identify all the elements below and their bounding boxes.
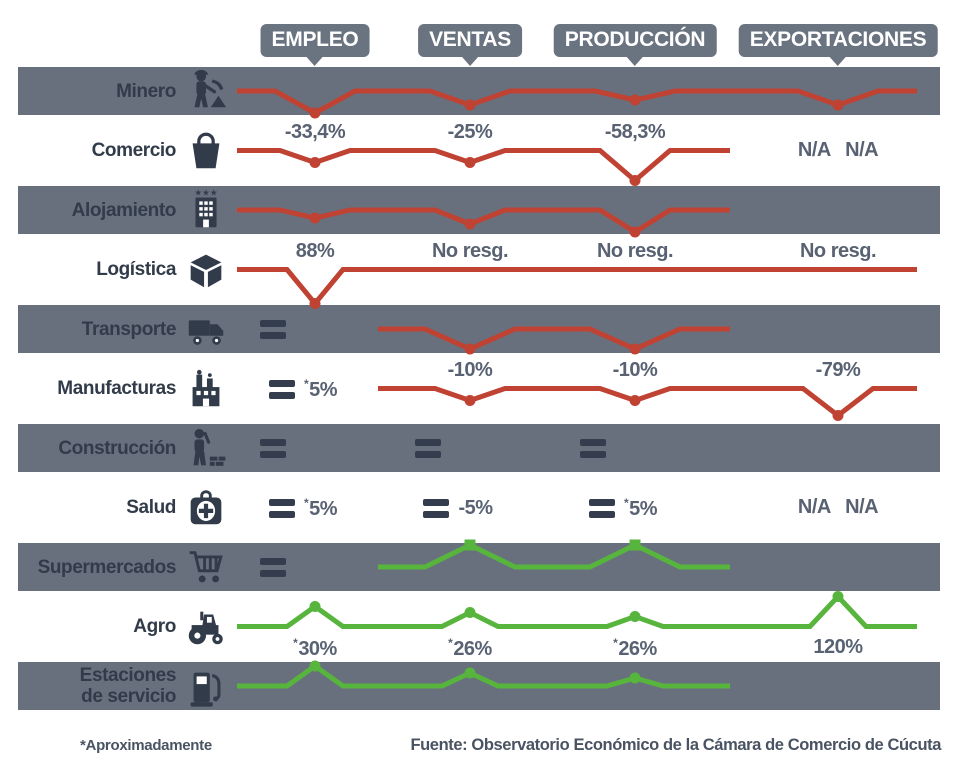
equals-sign [415,438,441,458]
value-manufacturas-produccion: -10% [612,359,658,381]
cell-salud-ventas: -5% [383,494,533,522]
sector-label-supermercados: Supermercados [37,557,177,578]
equals-sign [580,438,606,458]
value-agro-produccion: *26% [613,636,657,660]
shopping-cart-icon [183,544,229,590]
data-point-agro [832,591,844,602]
sector-label-logistica: Logística [96,259,176,280]
band-construccion [18,424,940,472]
value-agro-ventas: *26% [448,636,492,660]
value-label: *5% [303,495,338,520]
trend-line-logistica [237,267,917,308]
data-point-agro [309,601,321,612]
sector-label-transporte: Transporte [81,319,177,340]
cell-construccion-produccion [518,434,668,462]
value-label: *5% [303,376,338,401]
sector-label-comercio: Comercio [91,140,177,161]
cell-supermercados-empleo [198,553,348,581]
cell-construccion-empleo [198,434,348,462]
value-salud-exportaciones: N/A N/A [797,496,879,518]
cell-salud-produccion: *5% [548,494,698,522]
sector-label-construccion: Construcción [58,438,176,459]
column-header-produccion: PRODUCCIÓN [553,24,717,57]
equals-sign [423,498,450,518]
cell-manufacturas-empleo: *5% [228,375,378,403]
sector-label-manufacturas: Manufacturas [57,378,176,399]
column-header-empleo: EMPLEO [260,24,370,57]
factory-icon [183,366,229,412]
data-point-manufacturas [464,395,476,406]
data-point-agro [464,607,476,618]
cell-transporte-empleo [198,315,348,343]
equals-sign [268,498,295,518]
value-comercio-empleo: -33,4% [284,121,346,143]
column-header-ventas: VENTAS [418,24,522,57]
shopping-bag-icon [183,128,229,174]
value-logistica-exportaciones: No resg. [799,240,877,262]
equals-sign [268,379,295,399]
miner-icon [183,68,229,114]
sector-label-minero: Minero [116,81,176,102]
truck-icon [183,306,229,352]
data-point-comercio [309,157,321,168]
hotel-icon: ★★★ [183,187,229,233]
svg-text:★★★: ★★★ [194,188,217,198]
cell-salud-empleo: *5% [228,494,378,522]
equals-sign [260,557,286,577]
trend-line-manufacturas [378,386,917,419]
data-point-comercio [629,175,641,186]
data-point-manufacturas [832,410,844,421]
value-comercio-ventas: -25% [447,121,493,143]
value-manufacturas-exportaciones: -79% [815,359,861,381]
sector-label-alojamiento: Alojamiento [71,200,177,221]
construction-worker-icon [183,425,229,471]
value-agro-empleo: *30% [293,636,337,660]
sector-label-agro: Agro [133,616,176,637]
value-logistica-produccion: No resg. [596,240,674,262]
tractor-icon [183,604,229,650]
equals-sign [588,498,615,518]
value-logistica-empleo: 88% [295,240,335,262]
trend-line-agro [237,592,917,629]
data-point-manufacturas [629,395,641,406]
data-point-agro [629,611,641,622]
value-label: *5% [623,495,658,520]
value-manufacturas-ventas: -10% [447,359,493,381]
equals-sign [260,319,286,339]
column-header-exportaciones: EXPORTACIONES [738,24,938,57]
footnote: *Aproximadamente [80,737,212,754]
sector-label-estaciones-servicio: Estaciones de servicio [79,665,177,707]
value-comercio-produccion: -58,3% [604,121,666,143]
data-point-comercio [464,157,476,168]
value-logistica-ventas: No resg. [431,240,509,262]
equals-sign [260,438,286,458]
trend-line-comercio [237,148,730,184]
cell-construccion-ventas [353,434,503,462]
value-agro-exportaciones: 120% [813,636,863,658]
sector-label-salud: Salud [126,497,176,518]
value-label: -5% [458,496,493,519]
first-aid-kit-icon [183,485,229,531]
fuel-pump-icon [183,663,229,709]
value-comercio-exportaciones: N/A N/A [797,139,879,161]
package-icon [183,247,229,293]
source-credit: Fuente: Observatorio Económico de la Cám… [410,736,941,754]
